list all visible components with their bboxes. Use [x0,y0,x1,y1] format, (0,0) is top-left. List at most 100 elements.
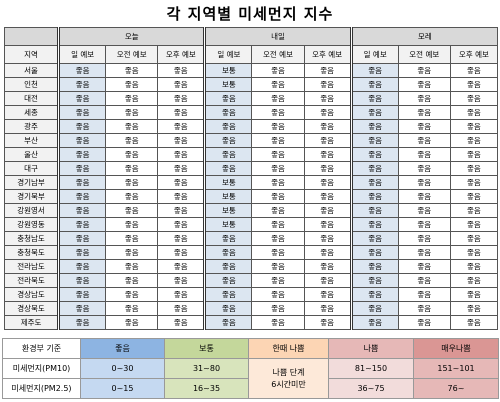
corner-cell [3,27,60,46]
forecast-cell: 좋음 [203,231,253,246]
forecast-cell: 좋음 [251,133,305,148]
region-row: 충청북도 좋음 좋음 좋음 좋음 좋음 좋음 좋음 좋음 좋음 [3,245,499,260]
forecast-cell: 좋음 [57,175,107,190]
forecast-cell: 좋음 [105,189,159,204]
legend-range: 36~75 [328,378,414,399]
forecast-cell: 좋음 [157,161,206,176]
forecast-cell: 좋음 [157,91,206,106]
sub-header: 지역 [3,45,60,64]
forecast-cell: 좋음 [349,315,399,330]
forecast-cell: 좋음 [303,217,352,232]
region-cell: 제주도 [3,315,60,330]
forecast-cell: 좋음 [251,161,305,176]
region-row: 부산 좋음 좋음 좋음 좋음 좋음 좋음 좋음 좋음 좋음 [3,133,499,148]
forecast-cell: 좋음 [157,231,206,246]
forecast-cell: 좋음 [303,175,352,190]
forecast-cell: 좋음 [303,77,352,92]
forecast-cell: 좋음 [251,77,305,92]
forecast-cell: 좋음 [397,105,451,120]
forecast-cell: 좋음 [105,91,159,106]
sub-header: 오후 예보 [157,45,206,64]
region-row: 강원영서 좋음 좋음 좋음 보통 좋음 좋음 좋음 좋음 좋음 [3,203,499,218]
forecast-cell: 좋음 [397,147,451,162]
forecast-cell: 좋음 [449,189,499,204]
region-cell: 경상남도 [3,287,60,302]
forecast-cell: 좋음 [397,203,451,218]
region-cell: 부산 [3,133,60,148]
forecast-cell: 좋음 [349,105,399,120]
region-cell: 대전 [3,91,60,106]
forecast-cell: 좋음 [203,245,253,260]
forecast-cell: 좋음 [157,287,206,302]
legend-header-row: 환경부 기준 좋음 보통 한때 나쁨 나쁨 매우나쁨 [2,338,499,359]
region-cell: 전라북도 [3,273,60,288]
region-row: 서울 좋음 좋음 좋음 보통 좋음 좋음 좋음 좋음 좋음 [3,63,499,78]
forecast-cell: 좋음 [397,273,451,288]
region-row: 대구 좋음 좋음 좋음 좋음 좋음 좋음 좋음 좋음 좋음 [3,161,499,176]
forecast-cell: 좋음 [449,301,499,316]
forecast-cell: 좋음 [349,147,399,162]
title: 각 지역별 미세먼지 지수 [166,5,334,23]
region-row: 강원영동 좋음 좋음 좋음 보통 좋음 좋음 좋음 좋음 좋음 [3,217,499,232]
forecast-cell: 좋음 [105,105,159,120]
legend-header: 매우나쁨 [413,338,499,359]
forecast-cell: 좋음 [397,63,451,78]
forecast-cell: 좋음 [157,189,206,204]
region-cell: 강원영서 [3,203,60,218]
forecast-cell: 보통 [203,175,253,190]
forecast-cell: 좋음 [105,301,159,316]
forecast-cell: 좋음 [157,77,206,92]
legend-note: 나쁨 단계 6시간미만 [248,358,329,399]
group-header-row: 오늘 내일 모레 [3,27,499,46]
forecast-cell: 좋음 [449,203,499,218]
sub-header: 오전 예보 [251,45,305,64]
forecast-cell: 좋음 [57,105,107,120]
forecast-cell: 좋음 [303,91,352,106]
legend-range: 0~30 [80,358,165,379]
region-row: 광주 좋음 좋음 좋음 좋음 좋음 좋음 좋음 좋음 좋음 [3,119,499,134]
region-row: 경상남도 좋음 좋음 좋음 좋음 좋음 좋음 좋음 좋음 좋음 [3,287,499,302]
region-row: 세종 좋음 좋음 좋음 좋음 좋음 좋음 좋음 좋음 좋음 [3,105,499,120]
region-row: 경기남부 좋음 좋음 좋음 보통 좋음 좋음 좋음 좋음 좋음 [3,175,499,190]
legend-table: 환경부 기준 좋음 보통 한때 나쁨 나쁨 매우나쁨 미세먼지(PM10) 0~30 31~80… [2,338,499,399]
forecast-cell: 좋음 [449,273,499,288]
forecast-cell: 좋음 [397,91,451,106]
forecast-cell: 좋음 [397,77,451,92]
forecast-cell: 좋음 [349,63,399,78]
region-row: 충청남도 좋음 좋음 좋음 좋음 좋음 좋음 좋음 좋음 좋음 [3,231,499,246]
forecast-cell: 좋음 [349,217,399,232]
forecast-cell: 좋음 [251,259,305,274]
sub-header: 일 예보 [349,45,399,64]
forecast-cell: 좋음 [203,315,253,330]
forecast-cell: 좋음 [251,119,305,134]
legend-row: 미세먼지(PM10) 0~30 31~80 나쁨 단계 6시간미만 81~150 151~1… [2,358,499,399]
forecast-cell: 좋음 [251,273,305,288]
forecast-cell: 좋음 [251,245,305,260]
forecast-cell: 좋음 [349,259,399,274]
region-cell: 대구 [3,161,60,176]
forecast-cell: 좋음 [303,259,352,274]
forecast-cell: 좋음 [397,315,451,330]
forecast-cell: 좋음 [57,259,107,274]
forecast-cell: 좋음 [57,91,107,106]
forecast-cell: 좋음 [349,273,399,288]
forecast-cell: 좋음 [303,147,352,162]
sub-header: 일 예보 [57,45,107,64]
forecast-cell: 좋음 [449,105,499,120]
legend-range: 16~35 [164,378,249,399]
forecast-cell: 좋음 [203,147,253,162]
forecast-cell: 좋음 [157,217,206,232]
forecast-cell: 좋음 [397,175,451,190]
forecast-cell: 좋음 [397,217,451,232]
forecast-cell: 좋음 [57,287,107,302]
forecast-cell: 좋음 [157,175,206,190]
forecast-cell: 좋음 [251,175,305,190]
region-cell: 광주 [3,119,60,134]
forecast-cell: 좋음 [105,259,159,274]
forecast-cell: 좋음 [303,189,352,204]
forecast-cell: 좋음 [105,119,159,134]
forecast-cell: 좋음 [105,245,159,260]
forecast-cell: 좋음 [449,63,499,78]
forecast-cell: 좋음 [303,231,352,246]
forecast-cell: 좋음 [349,175,399,190]
